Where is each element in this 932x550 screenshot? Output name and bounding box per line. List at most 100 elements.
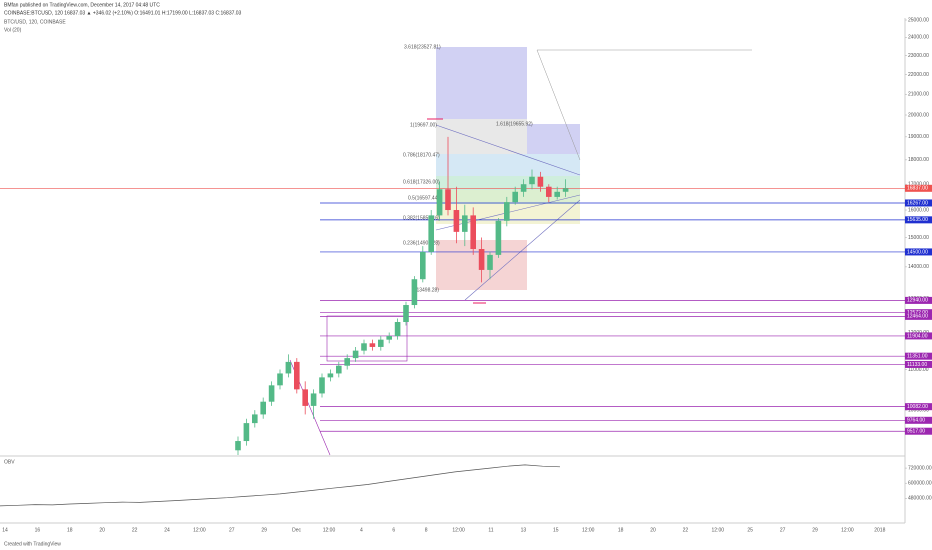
candle-body <box>428 215 434 252</box>
level-label: 16837.00 <box>907 186 928 192</box>
x-tick-label: 12:00 <box>323 527 336 533</box>
candle-body <box>361 343 367 351</box>
x-tick-label: 22 <box>132 527 138 533</box>
level-box <box>905 352 932 360</box>
fib-label: 1.618(19655.92) <box>496 121 533 127</box>
candle-body <box>235 441 241 451</box>
level-label: 15635.00 <box>907 217 928 223</box>
fib-label: 0.618(17326.00) <box>403 179 440 185</box>
fib-label: 0.236(14901.28) <box>403 240 440 246</box>
level-label: 11133.00 <box>907 362 927 368</box>
level-box <box>905 416 932 424</box>
x-tick-label: 15 <box>553 527 559 533</box>
level-label: 12464.00 <box>907 314 928 320</box>
y-tick-label: 25000.00 <box>908 17 929 23</box>
x-tick-label: 27 <box>229 527 235 533</box>
fib-label: 0.786(18170.47) <box>403 152 440 158</box>
level-box <box>905 427 932 435</box>
candle-body <box>302 389 308 406</box>
candle-body <box>394 321 401 337</box>
y-tick-label: 19000.00 <box>908 134 929 140</box>
x-tick-label: 2018 <box>874 527 885 533</box>
y-tick-label: 21000.00 <box>908 92 929 98</box>
published: BMfan published on TradingView.com, Dece… <box>4 2 160 8</box>
level-box <box>905 403 932 411</box>
candle-body <box>378 339 384 347</box>
level-box <box>905 199 932 207</box>
candle-body <box>277 373 283 386</box>
level-label: 11904.00 <box>907 333 928 339</box>
y-tick-label: 17000.00 <box>908 182 929 188</box>
level-label: 9764.00 <box>907 418 925 424</box>
x-tick-label: 13 <box>521 527 527 533</box>
level-label: 16267.00 <box>907 200 928 206</box>
level-box <box>905 312 932 320</box>
level-label: 12940.00 <box>907 298 928 304</box>
x-tick-label: 16 <box>35 527 41 533</box>
fib-drawings <box>289 47 752 456</box>
level-box <box>905 309 932 317</box>
candle-body <box>319 377 325 394</box>
x-tick-label: 20 <box>99 527 105 533</box>
y-tick-label: 720000.00 <box>908 465 932 471</box>
candle-body <box>470 215 476 250</box>
x-tick-label: 4 <box>360 527 363 533</box>
candle-body <box>386 336 392 340</box>
study: BTC/USD, 120, COINBASE <box>4 19 66 25</box>
candle-body <box>411 279 418 306</box>
candle-body <box>369 343 376 347</box>
y-tick-label: 20000.00 <box>908 112 929 118</box>
candle-body <box>436 189 443 216</box>
x-tick-label: 27 <box>780 527 786 533</box>
level-box <box>905 296 932 304</box>
candle-body <box>462 215 468 232</box>
level-box <box>905 360 932 368</box>
candle-body <box>554 191 560 197</box>
volume-label: Vol (20) <box>4 27 22 33</box>
fib-label: 0(13498.28) <box>412 287 439 293</box>
level-label: 11351.00 <box>907 354 928 360</box>
y-tick-label: 23000.00 <box>908 53 929 59</box>
x-tick-label: 22 <box>683 527 689 533</box>
symbol: COINBASE:BTCUSD, 120 16837.03 ▲ +346.02 … <box>4 10 242 16</box>
x-tick-label: 12:00 <box>712 527 725 533</box>
candle-body <box>529 176 535 185</box>
candle-body <box>252 414 258 424</box>
candle-body <box>512 191 518 203</box>
x-tick-label: 6 <box>392 527 395 533</box>
x-tick-label: 24 <box>164 527 170 533</box>
candle-body <box>453 210 460 232</box>
candle-body <box>327 373 334 378</box>
candle-body <box>445 189 451 211</box>
x-tick-label: 20 <box>650 527 656 533</box>
x-tick-label: 12:00 <box>841 527 854 533</box>
x-tick-label: 29 <box>812 527 818 533</box>
candle-body <box>310 393 317 406</box>
y-tick-label: 480000.00 <box>908 496 932 502</box>
y-tick-label: 22000.00 <box>908 72 929 78</box>
fib-label: 0.382(15850.16) <box>403 215 440 221</box>
x-tick-label: 14 <box>2 527 8 533</box>
x-tick-label: 18 <box>618 527 624 533</box>
level-box <box>905 332 932 340</box>
candle-body <box>344 358 350 366</box>
candle-body <box>403 305 409 322</box>
y-tick-label: 18000.00 <box>908 157 929 163</box>
level-box <box>905 184 932 192</box>
candle-body <box>260 401 266 415</box>
x-tick-label: 12:00 <box>582 527 595 533</box>
level-label: 10082.00 <box>907 404 928 410</box>
y-tick-label: 16000.00 <box>908 207 929 213</box>
level-label: 14500.00 <box>907 249 928 255</box>
candle-body <box>562 188 569 192</box>
y-tick-label: 600000.00 <box>908 481 932 487</box>
x-tick-label: 12:00 <box>452 527 465 533</box>
candle-body <box>243 423 250 442</box>
candle-body <box>352 350 359 359</box>
fib-label: 0.5(16597.44) <box>408 195 439 201</box>
footer: Created with TradingView <box>4 541 61 547</box>
level-box <box>905 216 932 224</box>
x-tick-label: 29 <box>261 527 267 533</box>
